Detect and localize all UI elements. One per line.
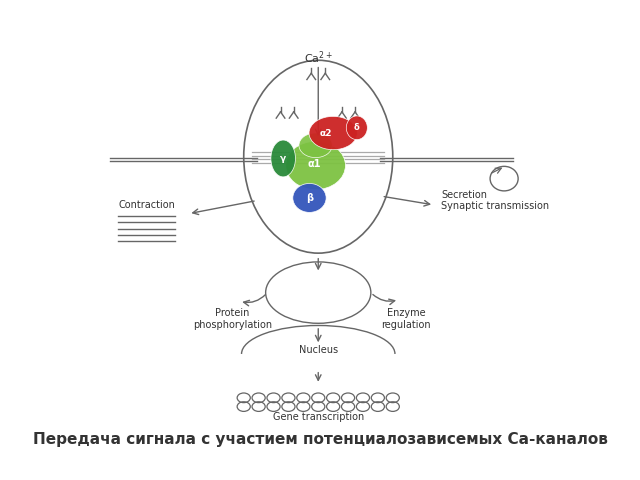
Text: Gene transcription: Gene transcription — [273, 412, 364, 422]
Ellipse shape — [299, 133, 332, 157]
Ellipse shape — [309, 116, 357, 150]
Text: Protein
phosphorylation: Protein phosphorylation — [193, 308, 272, 330]
Text: Ca$^{2+}$: Ca$^{2+}$ — [304, 49, 333, 66]
Text: Contraction: Contraction — [118, 200, 175, 210]
Text: Передача сигнала с участием потенциалозависемых Са-каналов: Передача сигнала с участием потенциалоза… — [33, 432, 607, 447]
Text: α2: α2 — [320, 130, 332, 138]
Ellipse shape — [286, 142, 346, 190]
Ellipse shape — [293, 183, 326, 212]
Ellipse shape — [271, 140, 296, 177]
Text: δ: δ — [354, 123, 360, 132]
Text: Nucleus: Nucleus — [299, 345, 338, 355]
Text: β: β — [306, 193, 313, 203]
Text: Secretion
Synaptic transmission: Secretion Synaptic transmission — [441, 190, 549, 211]
Text: Enzyme
regulation: Enzyme regulation — [381, 308, 431, 330]
Text: α1: α1 — [307, 159, 321, 169]
Text: γ: γ — [280, 154, 286, 163]
Ellipse shape — [346, 116, 367, 140]
